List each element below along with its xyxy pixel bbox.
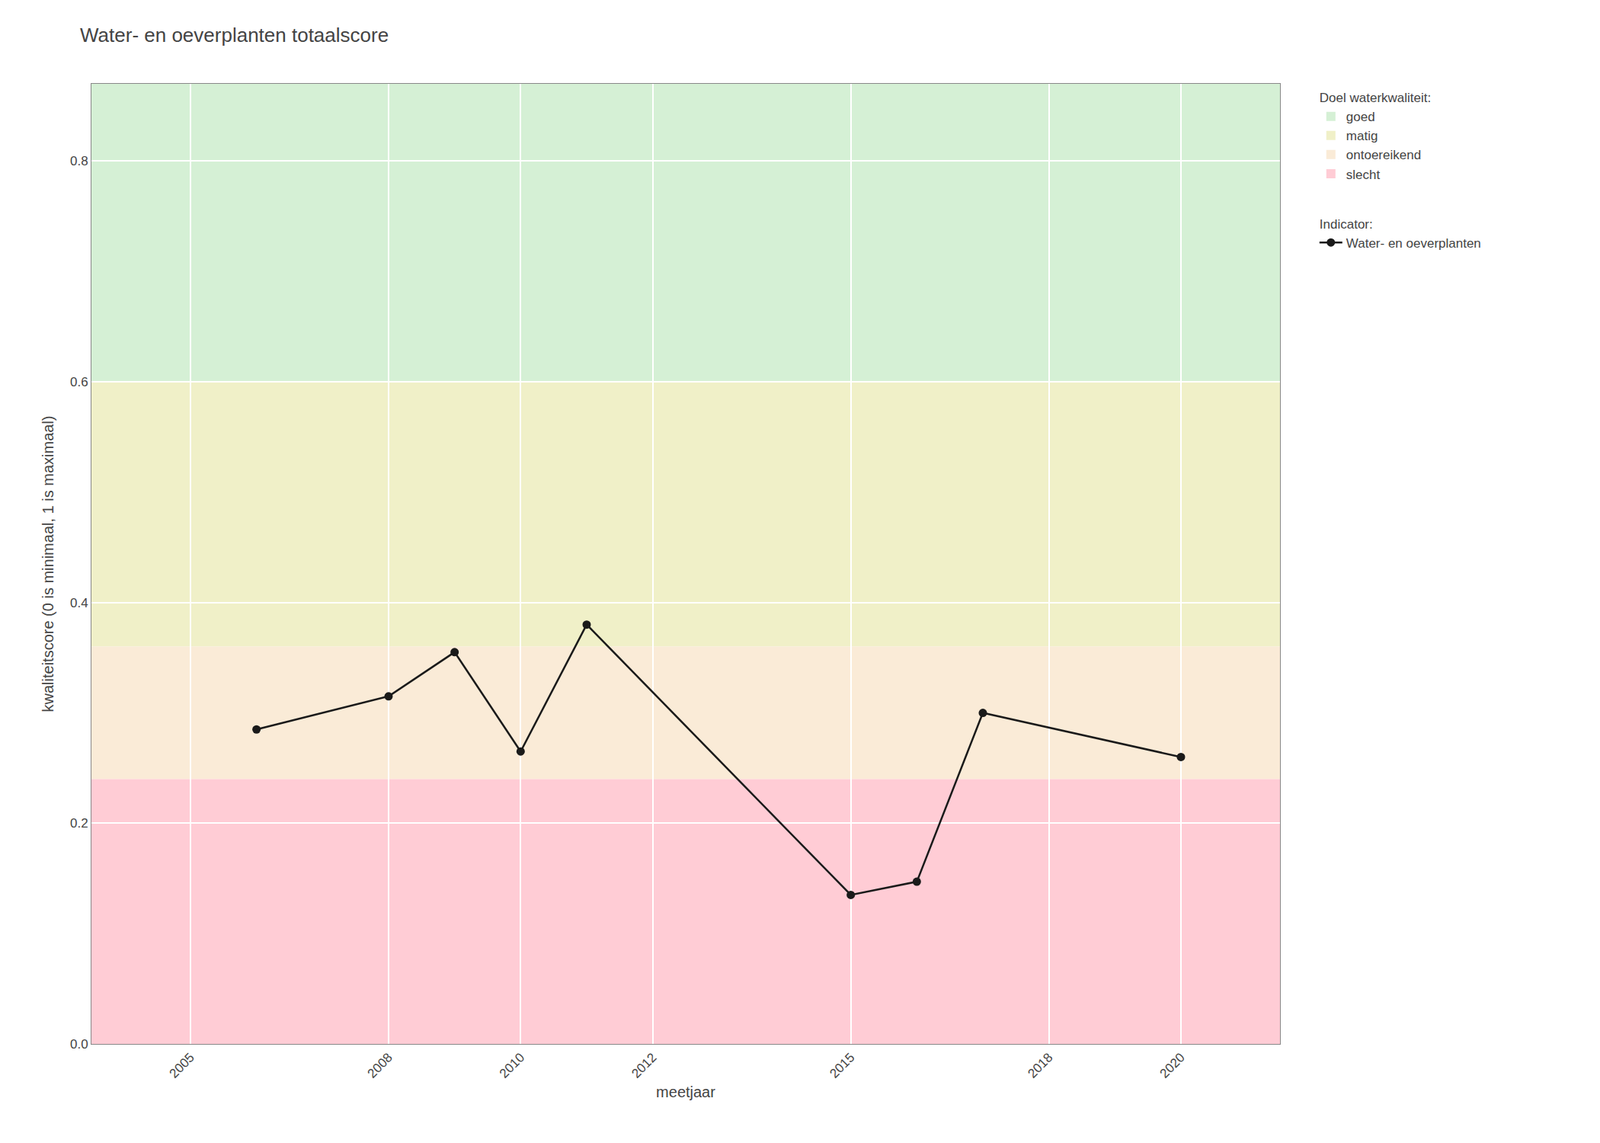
svg-text:2010: 2010 — [496, 1049, 528, 1081]
svg-text:meetjaar: meetjaar — [656, 1083, 716, 1101]
svg-text:slecht: slecht — [1346, 167, 1381, 183]
svg-text:kwaliteitscore (0 is minimaal,: kwaliteitscore (0 is minimaal, 1 is maxi… — [39, 416, 57, 713]
svg-text:2018: 2018 — [1024, 1049, 1056, 1081]
svg-text:Doel waterkwaliteit:: Doel waterkwaliteit: — [1319, 90, 1431, 106]
svg-text:Water- en oeverplanten: Water- en oeverplanten — [1346, 236, 1482, 251]
svg-text:2008: 2008 — [364, 1049, 396, 1081]
svg-text:0.6: 0.6 — [70, 374, 89, 390]
svg-text:0.8: 0.8 — [70, 153, 89, 169]
svg-text:goed: goed — [1346, 109, 1376, 125]
svg-text:2020: 2020 — [1157, 1049, 1188, 1081]
svg-text:0.2: 0.2 — [70, 816, 89, 831]
svg-text:2005: 2005 — [166, 1049, 198, 1081]
svg-text:2012: 2012 — [628, 1049, 660, 1081]
svg-text:Indicator:: Indicator: — [1319, 217, 1373, 232]
svg-text:Water- en oeverplanten totaals: Water- en oeverplanten totaalscore — [80, 23, 389, 47]
svg-text:0.0: 0.0 — [70, 1036, 89, 1052]
svg-text:matig: matig — [1346, 128, 1379, 144]
svg-text:0.4: 0.4 — [70, 595, 89, 611]
svg-text:ontoereikend: ontoereikend — [1346, 147, 1421, 163]
svg-text:2015: 2015 — [826, 1049, 858, 1081]
